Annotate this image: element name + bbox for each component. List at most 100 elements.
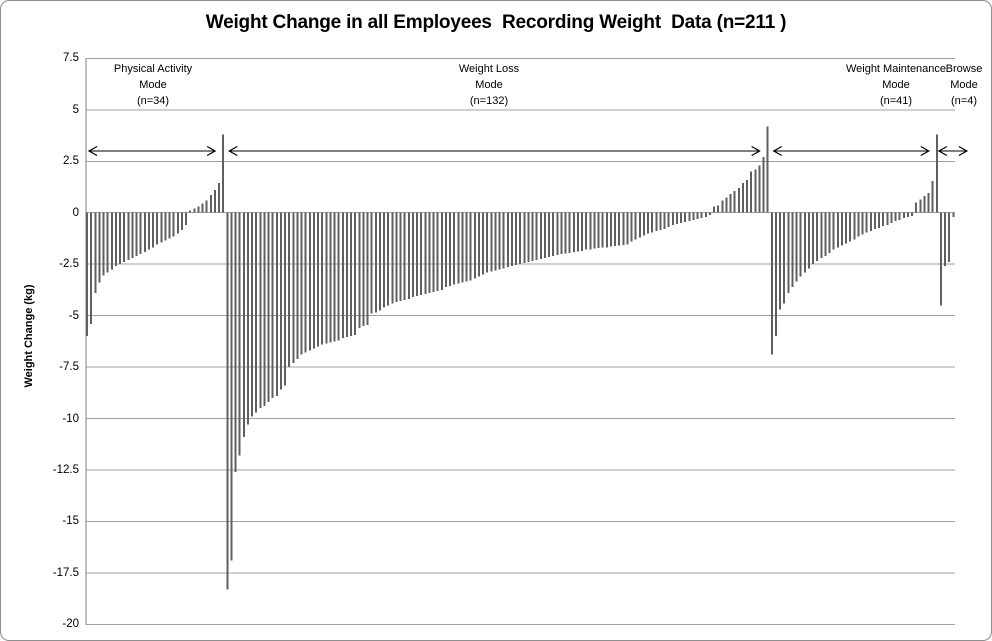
bar xyxy=(172,212,175,237)
bar xyxy=(828,212,831,253)
bar xyxy=(387,212,390,306)
bar xyxy=(440,212,443,290)
bar xyxy=(94,212,97,293)
bar xyxy=(655,212,658,232)
bar xyxy=(494,212,497,271)
group-label-line: (n=41) xyxy=(879,95,913,107)
y-tick-label: -20 xyxy=(62,618,79,631)
bar xyxy=(531,212,534,262)
bar xyxy=(853,212,856,240)
bar xyxy=(939,212,942,306)
bar xyxy=(333,212,336,342)
bar xyxy=(799,212,802,277)
bar xyxy=(642,212,645,236)
y-tick-label: -12.5 xyxy=(52,463,79,476)
bar xyxy=(787,212,790,293)
bar xyxy=(783,212,786,304)
bar xyxy=(461,212,464,283)
bar xyxy=(469,212,472,281)
arrowhead-left xyxy=(937,145,948,157)
bar xyxy=(733,191,736,213)
bar xyxy=(791,212,794,287)
bar xyxy=(622,212,625,246)
bar xyxy=(366,212,369,325)
bar xyxy=(721,200,724,213)
bar xyxy=(135,212,138,256)
bar xyxy=(948,212,951,263)
bar xyxy=(713,206,715,213)
bar xyxy=(110,212,113,270)
bar xyxy=(251,212,253,417)
bar xyxy=(230,212,233,561)
bar xyxy=(222,134,225,213)
bar xyxy=(515,212,517,266)
y-tick-label: -17.5 xyxy=(52,566,79,579)
bar xyxy=(432,212,435,292)
bar xyxy=(218,182,220,213)
group-label-line: Mode xyxy=(139,79,167,91)
bar xyxy=(680,212,682,223)
bar xyxy=(519,212,522,265)
bar xyxy=(523,212,526,264)
bar xyxy=(725,197,728,213)
bar xyxy=(696,212,699,219)
arrowhead-left xyxy=(87,145,98,157)
bar xyxy=(906,212,909,217)
bar xyxy=(226,212,229,590)
bar xyxy=(882,212,885,227)
bar xyxy=(449,212,451,286)
bar xyxy=(931,180,934,213)
bar xyxy=(927,193,930,213)
bar xyxy=(453,212,456,285)
bar xyxy=(597,212,600,249)
group-label-line: Mode xyxy=(475,79,503,91)
bar xyxy=(362,212,365,326)
bar xyxy=(156,212,159,245)
group-label: Weight Maintenance Mode (n=41) xyxy=(846,61,946,109)
bar xyxy=(746,179,748,213)
bar xyxy=(849,212,852,242)
bar xyxy=(581,212,583,251)
bar xyxy=(114,212,117,267)
bar xyxy=(836,212,839,248)
bar xyxy=(246,212,249,425)
bar xyxy=(552,212,555,256)
bar xyxy=(490,212,493,272)
chart-title: Weight Change in all Employees Recording… xyxy=(205,12,787,33)
bar xyxy=(911,212,913,216)
arrowhead-right xyxy=(206,145,217,157)
bar xyxy=(407,212,410,300)
bar xyxy=(766,126,769,213)
bar xyxy=(626,212,629,245)
y-tick-label: 5 xyxy=(72,103,79,116)
bar xyxy=(465,212,468,282)
bar xyxy=(568,212,571,253)
y-tick-label: -7.5 xyxy=(59,361,79,374)
arrowhead-right xyxy=(751,145,761,157)
bar xyxy=(391,212,394,304)
group-label: Physical Activity Mode (n=34) xyxy=(114,61,192,109)
bar xyxy=(304,212,307,353)
bar xyxy=(638,212,641,238)
bar xyxy=(288,212,291,368)
bar xyxy=(816,212,819,262)
bar xyxy=(890,212,893,223)
bar xyxy=(259,212,262,409)
bar xyxy=(482,212,484,275)
bar xyxy=(193,208,196,213)
bar xyxy=(564,212,567,254)
bar xyxy=(370,212,373,314)
bar xyxy=(543,212,546,258)
bar xyxy=(378,212,381,311)
group-label: Browse Mode (n=4) xyxy=(946,61,983,109)
group-label-line: Weight Maintenance xyxy=(845,63,947,75)
bar xyxy=(189,210,192,213)
bar xyxy=(630,212,633,242)
group-label-line: Weight Loss xyxy=(458,63,520,75)
bar xyxy=(180,212,183,231)
bar xyxy=(609,212,612,247)
bar xyxy=(919,199,922,213)
bar xyxy=(284,212,286,386)
bar xyxy=(593,212,596,249)
